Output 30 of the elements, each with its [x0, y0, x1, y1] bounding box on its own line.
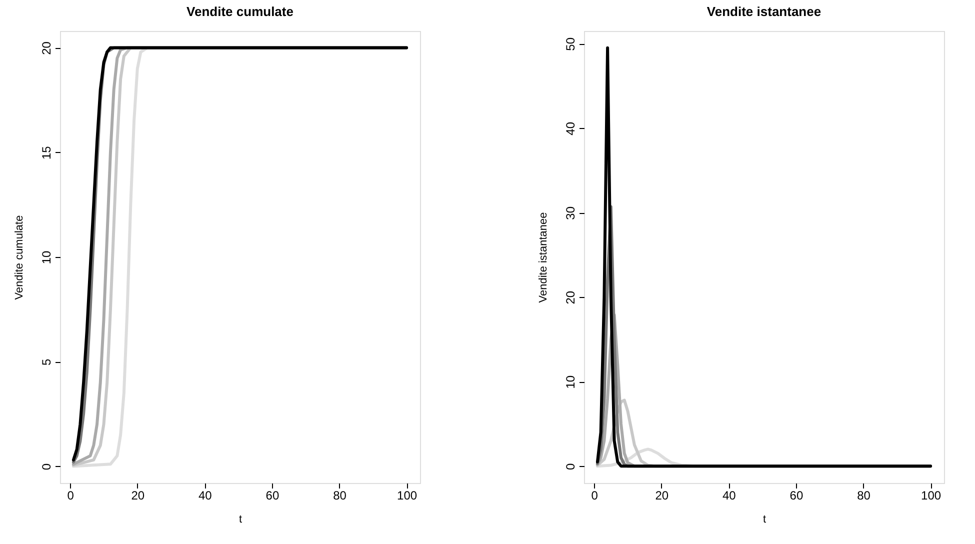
y-tick-label: 10: [564, 375, 578, 389]
x-tick-label: 60: [266, 488, 280, 502]
y-tick-label: 20: [40, 41, 54, 55]
x-tick-label: 80: [857, 488, 871, 502]
y-tick-label: 0: [40, 463, 54, 470]
x-tick-label: 0: [67, 488, 74, 502]
x-tick-label: 100: [397, 488, 418, 502]
y-tick-label: 15: [40, 146, 54, 160]
y-tick-label: 10: [40, 250, 54, 264]
y-tick-label: 5: [40, 358, 54, 366]
x-tick-label: 100: [921, 488, 942, 502]
y-tick-label: 20: [564, 290, 578, 304]
y-tick-label: 50: [564, 37, 578, 51]
y-tick-label: 0: [564, 462, 578, 470]
x-tick-label: 80: [333, 488, 347, 502]
x-tick-label: 20: [655, 488, 669, 502]
x-tick-label: 0: [591, 488, 598, 502]
line-series: [596, 46, 932, 468]
x-tick-label: 40: [198, 488, 212, 502]
x-tick-label: 40: [722, 488, 736, 502]
y-axis-title: Vendite istantanee: [538, 212, 550, 303]
y-tick-label: 30: [564, 206, 578, 220]
chart-title: Vendite cumulate: [186, 4, 294, 19]
x-axis-title: t: [762, 514, 766, 526]
x-tick-label: 60: [790, 488, 804, 502]
y-tick-label: 40: [564, 122, 578, 136]
x-tick-label: 20: [131, 488, 145, 502]
chart-title: Vendite istantanee: [706, 4, 822, 19]
y-axis-title: Vendite cumulate: [14, 215, 26, 300]
x-axis-title: t: [238, 514, 242, 526]
